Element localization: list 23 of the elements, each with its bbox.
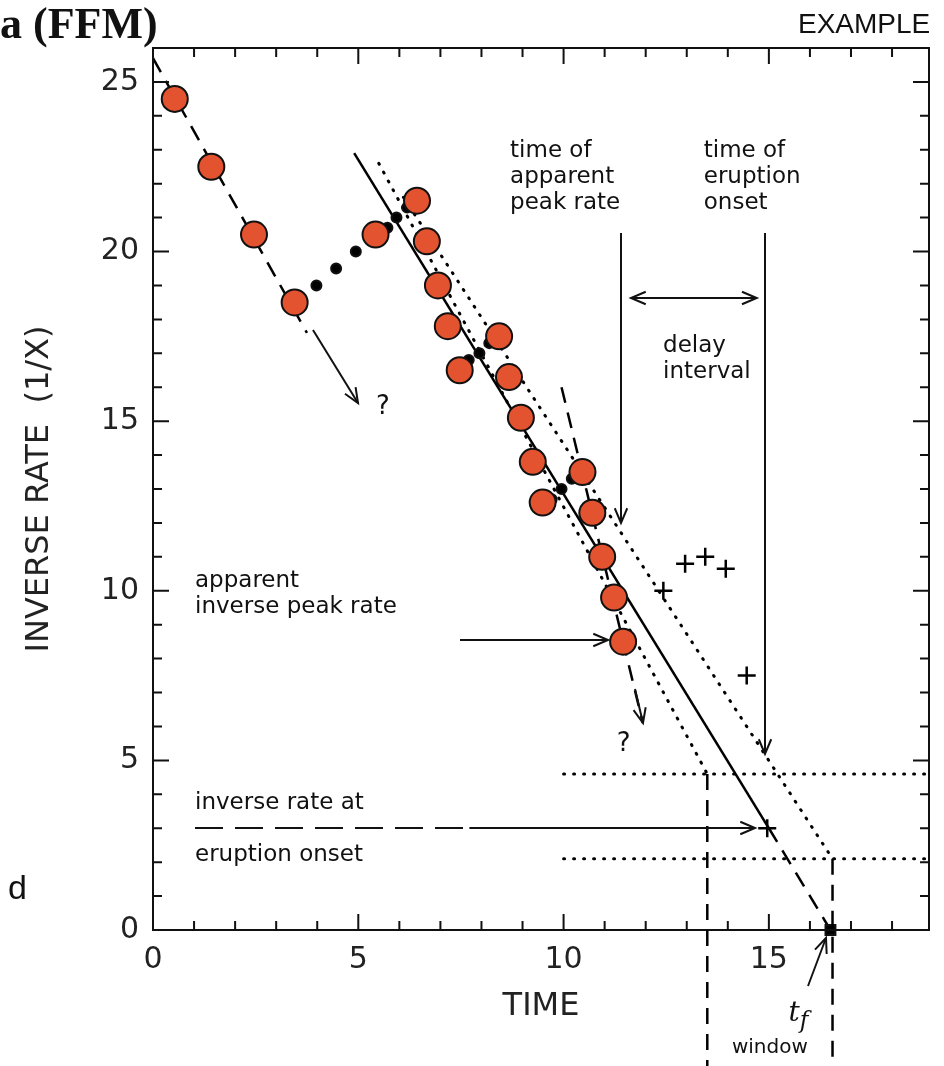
y-tick-label: 20 xyxy=(100,231,139,267)
text: window xyxy=(731,1034,808,1058)
annotation: ? xyxy=(616,727,631,758)
annotation: inverse rate at eruption onset xyxy=(195,788,364,866)
annotation: ? xyxy=(376,390,390,420)
y-tick-label: 0 xyxy=(119,909,139,945)
chart-title: a (FFM) xyxy=(0,0,158,48)
y-tick-label: 15 xyxy=(100,400,139,436)
x-axis-title: TIME xyxy=(501,985,580,1024)
y-tick-label: 5 xyxy=(119,740,139,776)
x-tick-label: 10 xyxy=(544,939,583,975)
annotation: time of eruption onset xyxy=(703,135,801,214)
y-tick-label: 10 xyxy=(100,570,139,606)
text: EXAMPLE xyxy=(798,8,931,40)
x-tick-label: 5 xyxy=(348,939,368,975)
y-axis-title: INVERSE RATE (1/X) xyxy=(17,325,56,653)
y-tick-label: 25 xyxy=(100,61,139,97)
annotation: apparent inverse peak rate xyxy=(195,566,397,618)
annotation: time of apparent peak rate xyxy=(510,135,621,214)
text: d xyxy=(8,868,27,906)
annotation: delay interval xyxy=(663,331,751,383)
x-tick-label: 15 xyxy=(749,939,788,975)
x-tick-label: 0 xyxy=(143,939,163,975)
